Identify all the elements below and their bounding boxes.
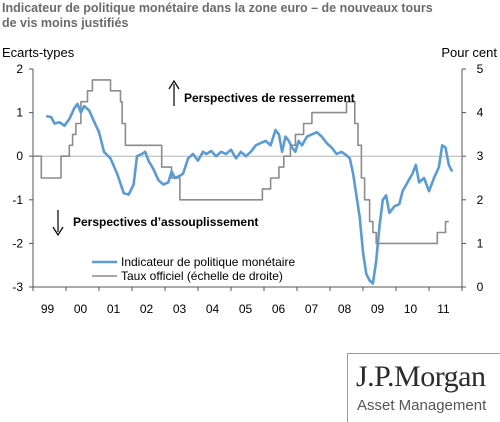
logo-main-text: J.P.Morgan (356, 360, 486, 393)
policy-indicator-line (45, 102, 454, 285)
official-rate-line (33, 79, 449, 245)
legend-label-indicator: Indicateur de politique monétaire (121, 255, 295, 269)
x-tick-label: 02 (140, 302, 154, 316)
x-tick-label: 00 (74, 302, 88, 316)
left-axis-label: Ecarts-types (2, 45, 75, 60)
left-tick-label: -2 (12, 236, 23, 250)
x-tick-label: 10 (404, 302, 418, 316)
x-tick-label: 11 (437, 302, 450, 316)
logo-sub-text: Asset Management (357, 397, 487, 414)
right-tick-label: 2 (477, 193, 484, 207)
down-arrow-head (52, 226, 64, 237)
x-tick-label: 07 (305, 302, 319, 316)
legend-label-rate: Taux officiel (échelle de droite) (121, 269, 283, 283)
right-tick-label: 5 (477, 62, 484, 76)
right-tick-label: 4 (477, 106, 484, 120)
right-tick-label: 1 (477, 236, 484, 250)
x-tick-label: 99 (41, 302, 55, 316)
x-tick-label: 01 (107, 302, 121, 316)
left-tick-label: 0 (16, 149, 23, 163)
up-arrow-head (168, 79, 180, 90)
right-tick-label: 3 (477, 149, 484, 163)
x-tick-label: 05 (239, 302, 253, 316)
x-tick-label: 06 (272, 302, 286, 316)
left-tick-label: 2 (16, 62, 23, 76)
tightening-annotation: Perspectives de resserrement (184, 91, 355, 105)
left-tick-label: -3 (12, 280, 23, 294)
left-tick-label: -1 (12, 193, 23, 207)
chart-title-line-1: Indicateur de politique monétaire dans l… (2, 1, 433, 15)
x-tick-label: 08 (338, 302, 352, 316)
x-tick-label: 09 (371, 302, 385, 316)
right-axis-label: Pour cent (441, 45, 497, 60)
x-tick-label: 03 (173, 302, 187, 316)
easing-annotation: Perspectives d’assouplissement (73, 215, 258, 229)
x-tick-label: 04 (206, 302, 220, 316)
right-tick-label: 0 (477, 280, 484, 294)
chart-annotations: Perspectives de resserrement Perspectives… (52, 79, 355, 237)
chart-title-line-2: de vis moins justifiés (2, 16, 129, 30)
jpmorgan-logo: J.P.Morgan Asset Management (347, 353, 500, 422)
chart-series (33, 79, 454, 285)
left-tick-label: 1 (16, 106, 23, 120)
chart-title: Indicateur de politique monétaire dans l… (2, 1, 472, 31)
